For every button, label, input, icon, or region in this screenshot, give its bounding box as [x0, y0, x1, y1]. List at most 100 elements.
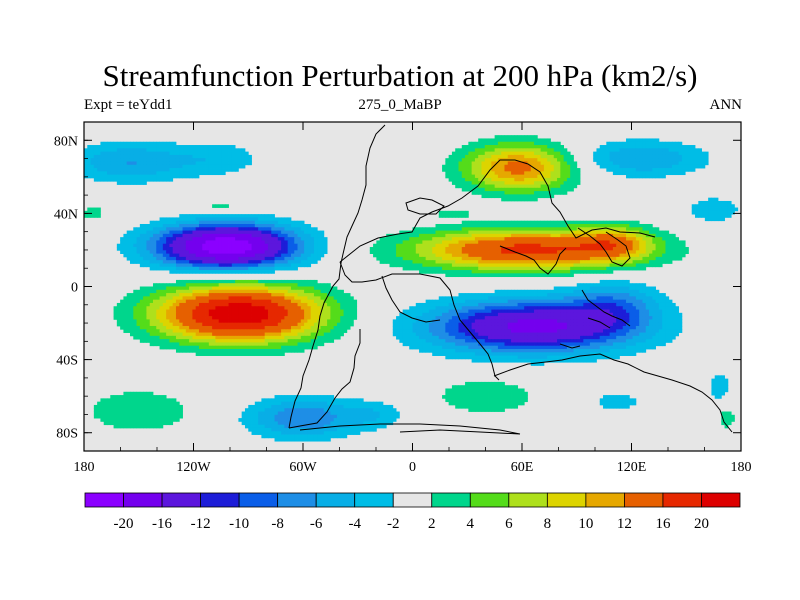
field-cell: [458, 250, 463, 254]
field-cell: [504, 181, 509, 185]
field-cell: [662, 158, 666, 162]
field-cell: [497, 220, 502, 225]
field-cell: [93, 158, 98, 162]
field-cell: [166, 154, 170, 159]
field-cell: [432, 247, 436, 251]
field-cell: [126, 293, 131, 297]
field-cell: [84, 168, 88, 172]
field-cell: [192, 293, 197, 297]
field-cell: [497, 237, 502, 241]
field-cell: [396, 250, 400, 254]
field-cell: [520, 243, 525, 248]
field-cell: [192, 260, 197, 264]
field-cell: [514, 240, 519, 245]
field-cell: [238, 148, 243, 153]
field-cell: [507, 177, 512, 182]
field-cell: [642, 145, 647, 149]
field-cell: [376, 240, 381, 245]
field-cell: [143, 302, 147, 307]
field-cell: [244, 253, 249, 258]
field-cell: [235, 154, 239, 159]
field-cell: [550, 256, 555, 261]
field-cell: [596, 161, 601, 166]
field-cell: [258, 283, 262, 287]
field-cell: [323, 243, 328, 248]
field-cell: [159, 263, 164, 268]
field-cell: [642, 154, 647, 159]
field-cell: [192, 286, 197, 291]
field-cell: [313, 227, 318, 231]
field-cell: [534, 306, 538, 310]
field-cell: [432, 260, 436, 264]
field-cell: [159, 151, 164, 156]
field-cell: [609, 266, 614, 271]
field-cell: [126, 171, 131, 176]
field-cell: [205, 250, 210, 254]
field-cell: [225, 214, 229, 218]
field-cell: [517, 230, 522, 235]
field-cell: [419, 243, 423, 248]
field-cell: [139, 177, 144, 182]
field-cell: [465, 230, 469, 235]
field-cell: [208, 237, 213, 241]
field-cell: [212, 279, 216, 284]
field-cell: [547, 263, 551, 268]
field-cell: [514, 181, 519, 185]
field-cell: [642, 174, 647, 179]
field-cell: [540, 296, 545, 301]
field-cell: [172, 302, 177, 307]
field-cell: [534, 168, 538, 172]
field-cell: [231, 220, 236, 225]
field-cell: [652, 233, 656, 238]
field-cell: [675, 148, 679, 153]
field-cell: [655, 233, 660, 238]
field-cell: [146, 151, 151, 156]
field-cell: [484, 154, 489, 159]
field-cell: [524, 168, 528, 172]
field-cell: [534, 250, 538, 254]
field-cell: [649, 286, 653, 291]
field-cell: [714, 217, 719, 222]
field-cell: [205, 270, 210, 274]
field-cell: [612, 141, 617, 146]
field-cell: [126, 253, 131, 258]
field-cell: [195, 174, 200, 179]
field-cell: [691, 210, 696, 215]
field-cell: [179, 214, 183, 218]
field-cell: [254, 220, 259, 225]
field-cell: [593, 289, 597, 294]
field-cell: [198, 266, 203, 271]
field-cell: [701, 154, 706, 159]
field-cell: [215, 204, 220, 208]
field-cell: [169, 256, 174, 261]
field-cell: [402, 243, 407, 248]
field-cell: [514, 220, 519, 225]
field-cell: [244, 227, 249, 231]
field-cell: [635, 168, 640, 172]
field-cell: [432, 237, 436, 241]
field-cell: [491, 171, 496, 176]
field-cell: [501, 253, 505, 258]
field-cell: [267, 220, 272, 225]
field-cell: [274, 217, 279, 222]
field-cell: [277, 253, 282, 258]
field-cell: [169, 161, 174, 166]
field-cell: [622, 151, 627, 156]
field-cell: [205, 148, 210, 153]
field-cell: [208, 168, 213, 172]
field-cell: [704, 200, 709, 205]
field-cell: [580, 253, 584, 258]
field-cell: [432, 266, 436, 271]
field-cell: [626, 279, 630, 284]
field-cell: [156, 260, 160, 264]
field-cell: [639, 230, 643, 235]
field-cell: [110, 151, 114, 156]
field-cell: [238, 158, 243, 162]
field-cell: [415, 243, 420, 248]
field-cell: [543, 191, 548, 195]
field-cell: [195, 230, 200, 235]
field-cell: [455, 164, 459, 169]
field-cell: [501, 187, 505, 192]
field-cell: [455, 168, 459, 172]
field-cell: [609, 223, 614, 228]
